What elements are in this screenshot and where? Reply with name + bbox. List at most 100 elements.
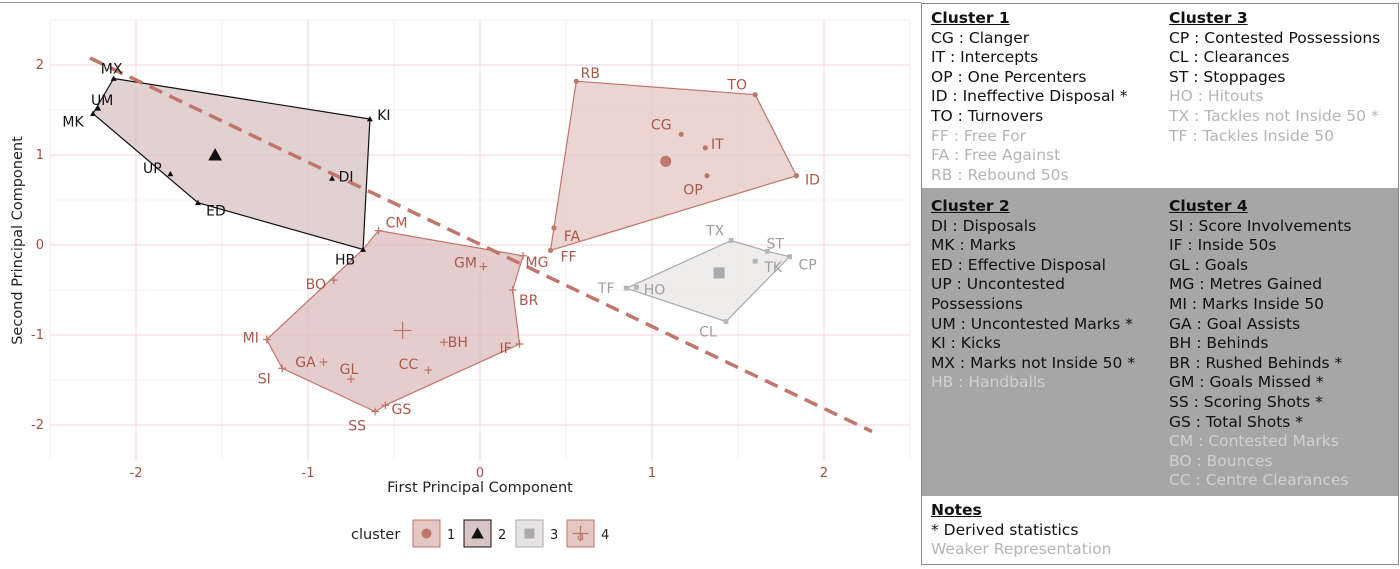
key-item: SI : Score Involvements bbox=[1169, 216, 1352, 235]
point-label: CC bbox=[399, 357, 419, 373]
cluster-1-points: RB TO CG IT ID OP FA FF bbox=[547, 66, 820, 265]
key-item: UM : Uncontested Marks * bbox=[931, 314, 1133, 333]
point-label: TO bbox=[726, 78, 747, 94]
point-label: CP bbox=[798, 258, 816, 274]
key-item: CM : Contested Marks bbox=[1169, 432, 1339, 451]
key-cluster-4: Cluster 4 SI : Score Involvements IF : Ins… bbox=[1169, 197, 1352, 491]
data-point bbox=[167, 170, 174, 177]
x-tick-label: 0 bbox=[476, 466, 484, 481]
data-point bbox=[110, 75, 117, 81]
cluster-3-points: TX ST CP TK HO TF CL bbox=[597, 224, 817, 341]
point-label: ST bbox=[767, 236, 785, 252]
cluster-2-points: MX UM MK KI DI UP ED HB bbox=[62, 62, 390, 269]
key-item: TF : Tackles Inside 50 bbox=[1169, 126, 1335, 145]
point-label: IF bbox=[499, 341, 511, 357]
legend-marker bbox=[524, 528, 535, 539]
x-tick-label: -2 bbox=[130, 466, 143, 481]
key-item: MX : Marks not Inside 50 * bbox=[931, 353, 1136, 372]
point-label: BO bbox=[306, 277, 326, 293]
x-axis-title: First Principal Component bbox=[387, 480, 573, 496]
data-point bbox=[573, 78, 579, 84]
y-tick-label: 1 bbox=[36, 148, 44, 163]
legend-label: 1 bbox=[447, 528, 455, 543]
key-item: ED : Effective Disposal bbox=[931, 255, 1106, 274]
data-point bbox=[262, 335, 271, 344]
cluster-centroid bbox=[208, 148, 222, 161]
legend-marker bbox=[421, 528, 432, 539]
key-item: TX : Tackles not Inside 50 * bbox=[1169, 106, 1379, 125]
point-label: TX bbox=[705, 224, 725, 240]
cluster-centroid bbox=[660, 155, 672, 167]
data-point bbox=[319, 358, 328, 366]
point-label: GA bbox=[295, 355, 316, 371]
data-point bbox=[90, 110, 96, 116]
key-item: CP : Contested Possessions bbox=[1169, 28, 1381, 47]
key-item: ID : Ineffective Disposal * bbox=[931, 87, 1128, 106]
cluster-2-hull bbox=[92, 77, 371, 251]
point-label: UP bbox=[143, 161, 162, 177]
point-label: DI bbox=[339, 169, 354, 185]
data-point bbox=[95, 105, 102, 111]
data-point bbox=[515, 340, 524, 348]
key-item: GL : Goals bbox=[1169, 255, 1249, 274]
point-label: SS bbox=[348, 419, 366, 435]
point-label: CL bbox=[699, 325, 717, 341]
data-point bbox=[347, 375, 355, 383]
key-item: GM : Goals Missed * bbox=[1169, 373, 1324, 392]
point-label: GS bbox=[392, 402, 412, 418]
key-item: HB : Handballs bbox=[931, 373, 1046, 392]
point-label: KI bbox=[377, 108, 390, 124]
key-item: BO : Bounces bbox=[1169, 451, 1273, 470]
data-point bbox=[723, 319, 729, 324]
key-item: IF : Inside 50s bbox=[1169, 236, 1277, 255]
point-label: ID bbox=[805, 173, 820, 189]
variable-key-panel: Cluster 1 CG : Clanger IT : Intercepts OP :… bbox=[921, 3, 1399, 565]
data-point bbox=[634, 284, 639, 290]
point-label: GM bbox=[454, 256, 477, 272]
key-dark-band bbox=[922, 188, 1398, 496]
cluster-centroid bbox=[713, 267, 725, 279]
data-point bbox=[547, 247, 554, 253]
point-label: FA bbox=[564, 229, 581, 245]
legend-key-glyph: a bbox=[577, 529, 584, 543]
cluster-4-hull bbox=[265, 229, 524, 413]
data-point bbox=[278, 364, 287, 373]
cluster-1-hull bbox=[549, 80, 798, 252]
point-label: BH bbox=[448, 335, 468, 351]
data-point bbox=[678, 131, 684, 137]
legend-marker bbox=[471, 527, 484, 539]
data-point bbox=[371, 407, 379, 416]
key-heading: Cluster 2 bbox=[931, 197, 1010, 215]
legend-label: 3 bbox=[550, 528, 558, 543]
key-item: RB : Rebound 50s bbox=[931, 165, 1069, 184]
key-item: * Derived statistics bbox=[931, 520, 1079, 539]
data-point bbox=[623, 285, 629, 291]
data-point bbox=[728, 238, 734, 243]
key-notes: Notes * Derived statistics Weaker Represen… bbox=[931, 501, 1111, 560]
point-label: MK bbox=[62, 115, 84, 131]
data-point bbox=[764, 248, 770, 254]
y-tick-label: -2 bbox=[31, 418, 44, 433]
key-heading: Notes bbox=[931, 501, 982, 519]
data-point bbox=[793, 173, 800, 179]
key-item: ST : Stoppages bbox=[1169, 67, 1286, 86]
data-point bbox=[424, 366, 433, 374]
point-label: MG bbox=[526, 255, 549, 271]
key-cluster-2: Cluster 2 DI : Disposals MK : Marks ED : Ef… bbox=[931, 197, 1135, 393]
key-item: TO : Turnovers bbox=[931, 106, 1044, 125]
point-label: MX bbox=[101, 62, 123, 78]
cluster-legend: cluster 1 2 3 a 4 bbox=[351, 519, 609, 548]
point-label: TK bbox=[763, 260, 783, 276]
key-item: CG : Clanger bbox=[931, 28, 1030, 47]
cluster-centroid bbox=[393, 321, 412, 340]
data-point bbox=[551, 225, 557, 231]
pca-scatter-chart: -2 -1 0 1 2 -2 -1 0 1 2 First Principal Component S… bbox=[10, 19, 911, 548]
key-item: DI : Disposals bbox=[931, 216, 1037, 235]
key-item: SS : Scoring Shots * bbox=[1169, 392, 1323, 411]
key-heading: Cluster 3 bbox=[1169, 9, 1248, 27]
key-item: CL : Clearances bbox=[1169, 48, 1290, 67]
data-point bbox=[508, 286, 517, 294]
data-point bbox=[519, 251, 527, 260]
point-label: TF bbox=[597, 281, 615, 297]
key-item: FF : Free For bbox=[931, 126, 1026, 145]
